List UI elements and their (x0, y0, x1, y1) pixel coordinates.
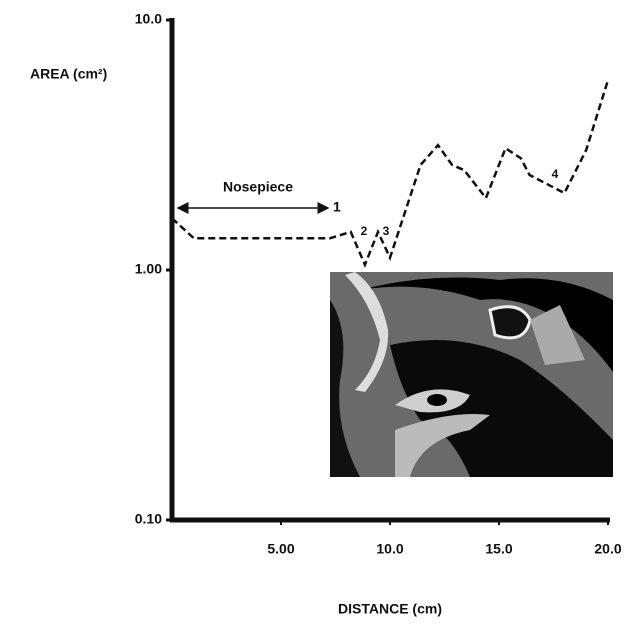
x-tick-label: 20.0 (594, 541, 621, 557)
x-axis-title: DISTANCE (cm) (338, 601, 442, 617)
annotation: 4 (552, 167, 559, 181)
annotation: 2 (361, 224, 368, 238)
y-tick-label: 10.0 (135, 11, 162, 27)
annotation: 1 (333, 199, 341, 215)
annotation: Nosepiece (223, 179, 293, 195)
y-tick-label: 0.10 (135, 511, 162, 527)
x-tick-label: 10.0 (376, 541, 403, 557)
data-line (171, 79, 610, 268)
ct-inset (330, 272, 613, 477)
y-axis-title: AREA (cm²) (30, 66, 107, 82)
x-tick-label: 15.0 (485, 541, 512, 557)
x-tick-label: 5.00 (267, 541, 294, 557)
y-tick-label: 1.00 (135, 261, 162, 277)
annotation: 3 (383, 224, 390, 238)
